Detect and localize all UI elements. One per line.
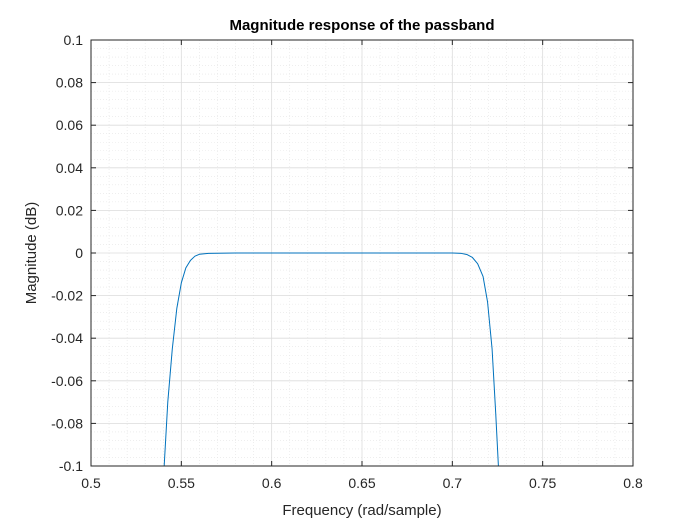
chart-title: Magnitude response of the passband [229, 17, 494, 34]
y-tick-label: 0.06 [56, 117, 83, 133]
y-tick-label: 0.02 [56, 202, 83, 218]
y-tick-label: 0.1 [64, 32, 84, 48]
x-tick-label: 0.5 [81, 475, 101, 491]
x-tick-label: 0.55 [168, 475, 195, 491]
x-tick-label: 0.65 [348, 475, 375, 491]
x-axis-label: Frequency (rad/sample) [282, 502, 441, 519]
series-layer [163, 252, 499, 467]
x-tick-label: 0.8 [623, 475, 643, 491]
y-tick-label: -0.02 [51, 288, 83, 304]
y-tick-label: -0.1 [59, 458, 83, 474]
y-axis-label: Magnitude (dB) [23, 202, 40, 305]
y-tick-label: 0.04 [56, 160, 83, 176]
series-line-0 [163, 252, 499, 467]
y-tick-label: -0.04 [51, 330, 83, 346]
x-tick-labels: 0.5 0.55 0.6 0.65 0.7 0.75 0.8 [81, 475, 643, 491]
y-tick-label: -0.06 [51, 373, 83, 389]
y-tick-label: 0.08 [56, 75, 83, 91]
tick-marks [90, 39, 634, 467]
x-tick-label: 0.6 [262, 475, 282, 491]
x-tick-label: 0.75 [529, 475, 556, 491]
x-tick-label: 0.7 [443, 475, 463, 491]
y-tick-label: 0 [75, 245, 83, 261]
y-tick-label: -0.08 [51, 415, 83, 431]
y-tick-labels: -0.1 -0.08 -0.06 -0.04 -0.02 0 0.02 0.04 0.06 0.0… [51, 32, 83, 474]
